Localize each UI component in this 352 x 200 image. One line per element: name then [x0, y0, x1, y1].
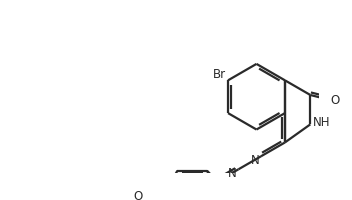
Text: Br: Br: [213, 68, 226, 81]
Text: O: O: [331, 94, 340, 107]
Text: N: N: [251, 154, 259, 167]
Text: NH: NH: [313, 116, 330, 129]
Text: N: N: [228, 167, 237, 180]
Text: O: O: [133, 190, 143, 200]
